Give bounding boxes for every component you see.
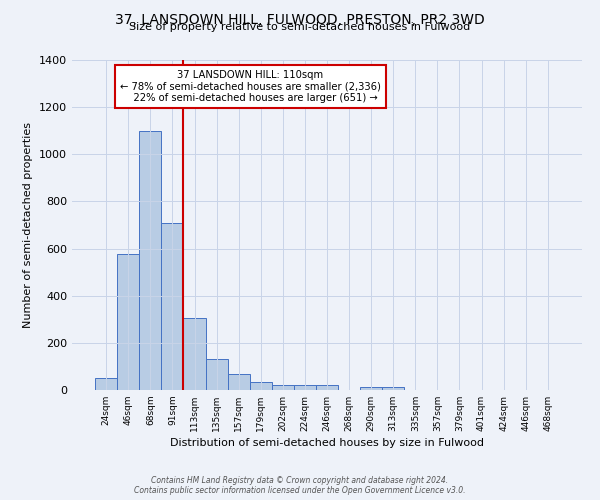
Bar xyxy=(139,130,161,390)
Bar xyxy=(382,387,404,390)
Bar xyxy=(95,378,117,390)
Text: 37 LANSDOWN HILL: 110sqm
← 78% of semi-detached houses are smaller (2,336)
   22: 37 LANSDOWN HILL: 110sqm ← 78% of semi-d… xyxy=(120,70,381,103)
X-axis label: Distribution of semi-detached houses by size in Fulwood: Distribution of semi-detached houses by … xyxy=(170,438,484,448)
Bar xyxy=(227,374,250,390)
Bar xyxy=(272,386,294,390)
Y-axis label: Number of semi-detached properties: Number of semi-detached properties xyxy=(23,122,34,328)
Bar xyxy=(117,254,139,390)
Text: Size of property relative to semi-detached houses in Fulwood: Size of property relative to semi-detach… xyxy=(130,22,470,32)
Bar xyxy=(206,360,227,390)
Text: 37, LANSDOWN HILL, FULWOOD, PRESTON, PR2 3WD: 37, LANSDOWN HILL, FULWOOD, PRESTON, PR2… xyxy=(115,12,485,26)
Bar xyxy=(316,386,338,390)
Bar xyxy=(360,387,382,390)
Bar xyxy=(184,318,206,390)
Bar xyxy=(294,386,316,390)
Text: Contains HM Land Registry data © Crown copyright and database right 2024.
Contai: Contains HM Land Registry data © Crown c… xyxy=(134,476,466,495)
Bar xyxy=(250,382,272,390)
Bar xyxy=(161,222,184,390)
